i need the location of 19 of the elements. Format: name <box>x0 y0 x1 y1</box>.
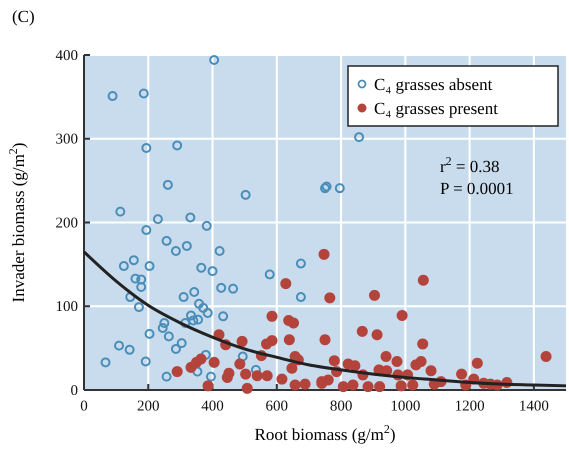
legend-label: C₄ grasses absent <box>374 75 493 94</box>
annotation: P = 0.0001 <box>440 179 514 198</box>
y-tick-label: 300 <box>56 132 78 148</box>
x-axis-title: Root biomass (g/m$^{2}$) <box>254 422 396 444</box>
x-tick-label: 1000 <box>390 398 420 415</box>
x-tick-label: 0 <box>80 398 88 415</box>
x-tick-label: 800 <box>330 398 352 415</box>
annotation: r$^{2}$ = 0.38 <box>440 154 500 176</box>
y-tick-label: 100 <box>56 299 78 316</box>
x-tick-label: 400 <box>201 398 224 415</box>
x-tick-label: 1200 <box>454 398 485 415</box>
y-tick-label: 0 <box>70 382 78 399</box>
x-tick-label: 200 <box>137 398 160 415</box>
y-tick-label: 400 <box>56 48 78 64</box>
x-tick-label: 1400 <box>518 398 549 415</box>
legend-label: C₄ grasses present <box>374 99 498 118</box>
chart-title: (C) <box>12 7 35 26</box>
x-tick-label: 600 <box>266 398 288 415</box>
y-tick-label: 200 <box>56 215 78 232</box>
